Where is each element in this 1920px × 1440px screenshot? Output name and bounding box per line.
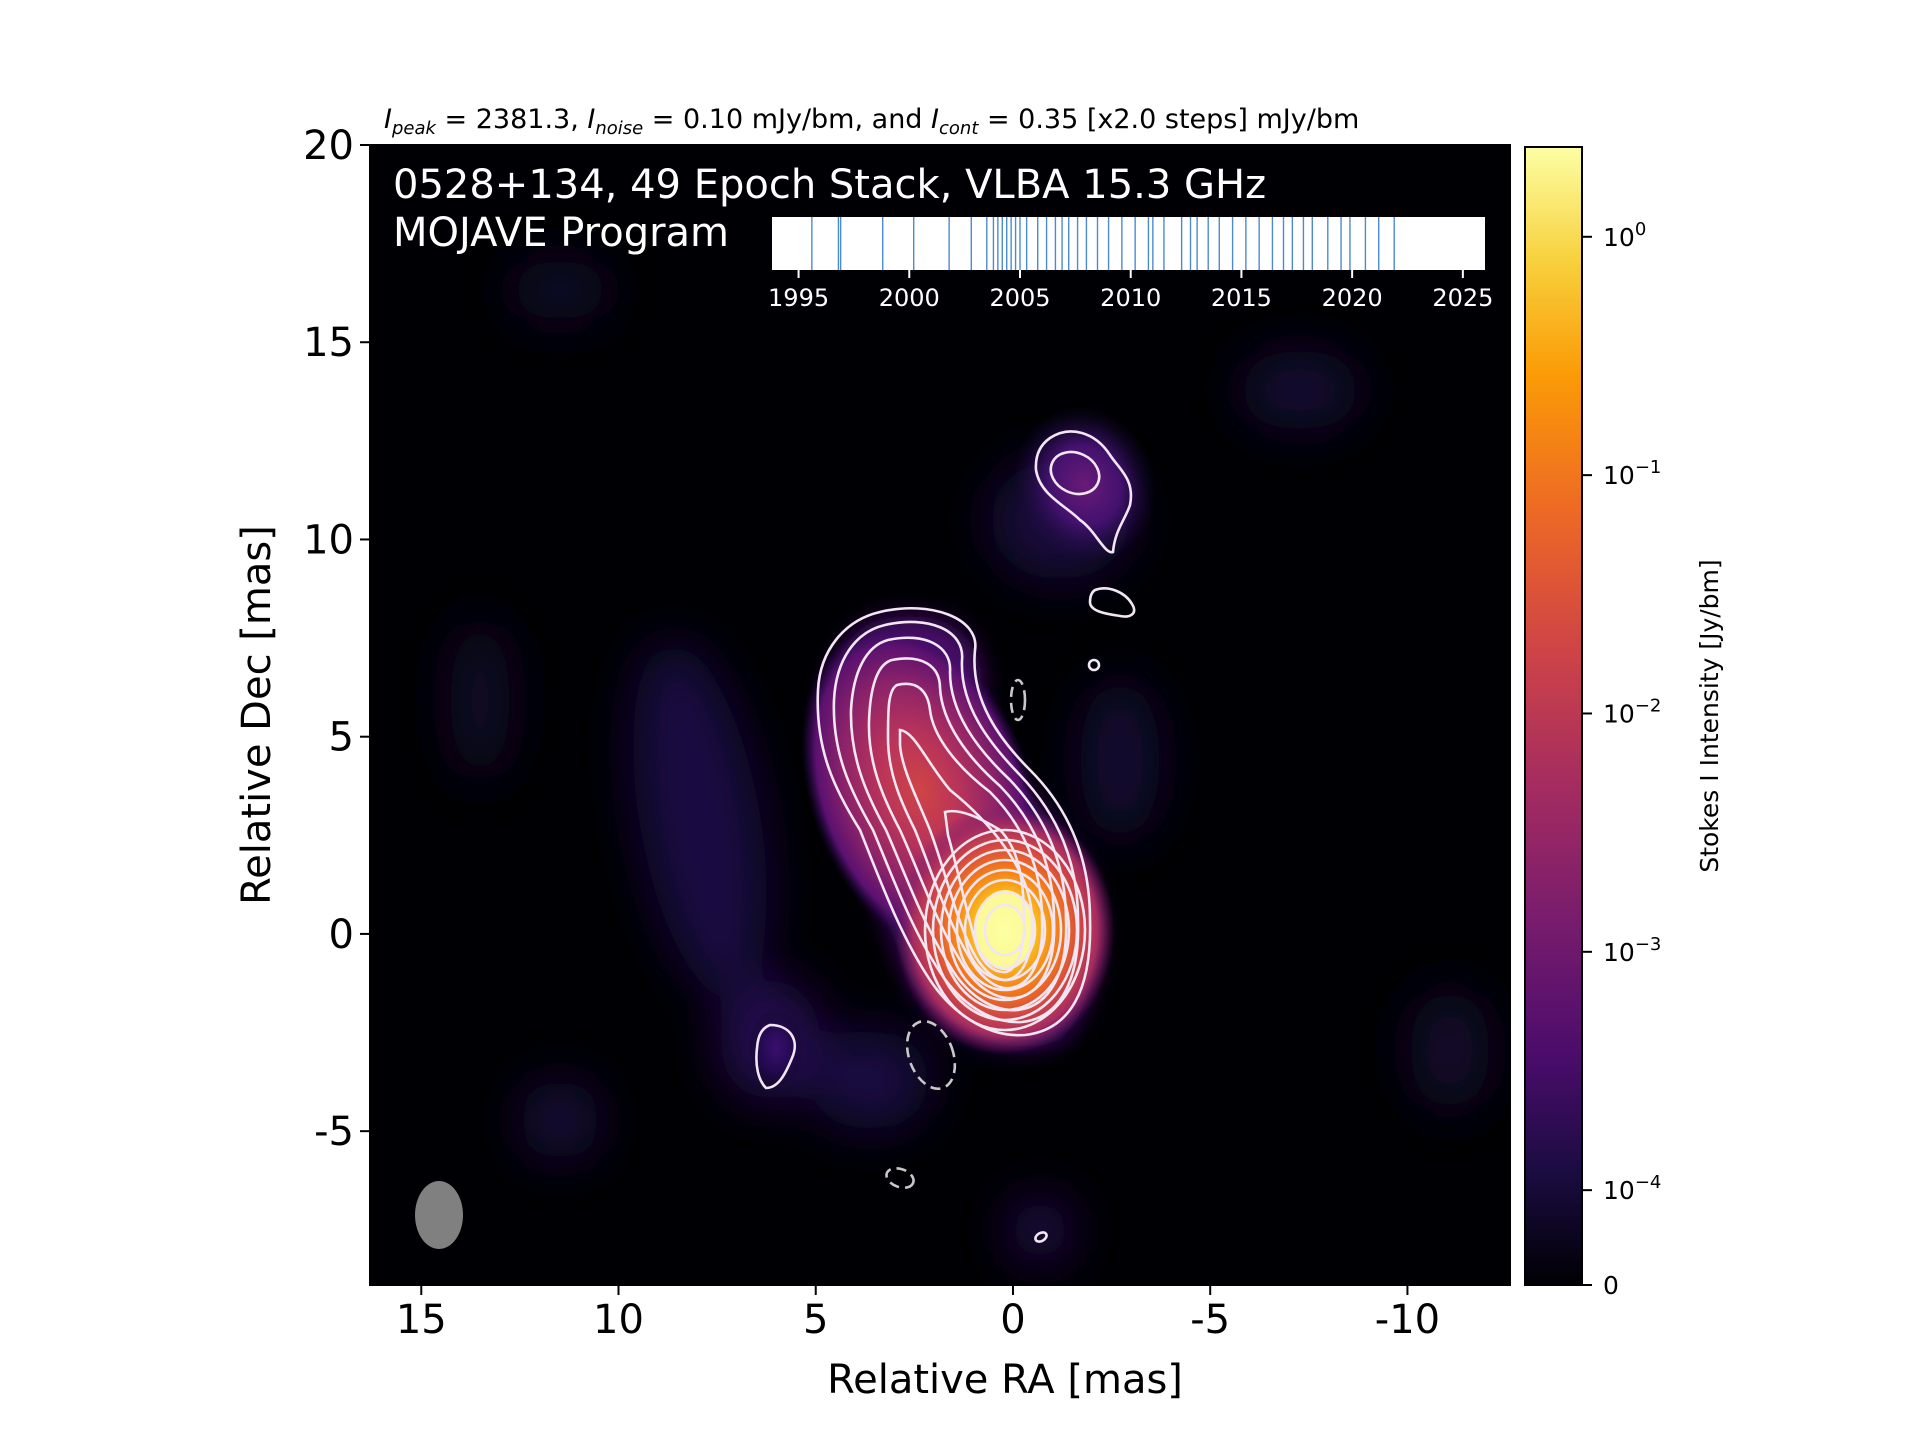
y-tick-label-1: 15 <box>303 320 354 366</box>
beam-ellipse <box>415 1181 463 1249</box>
y-tick-label-5: -5 <box>314 1109 354 1155</box>
cb-tick-label-0: 100 <box>1603 219 1646 252</box>
colorbar-frame <box>1524 146 1583 1286</box>
outer-jet-contour-1 <box>1034 430 1133 554</box>
x-tick-label-1: 10 <box>593 1297 644 1343</box>
neg-contour-3 <box>885 1166 915 1190</box>
timeline-epochs <box>811 217 1395 270</box>
x-tick-label-5: -10 <box>1375 1297 1440 1343</box>
program-title: MOJAVE Program <box>393 210 729 256</box>
intensity-image: 0528+134, 49 Epoch Stack, VLBA 15.3 GHz … <box>393 162 1493 1260</box>
colorbar <box>1525 147 1582 1285</box>
y-axis-title: Relative Dec [mas] <box>234 525 280 905</box>
cb-tick-label-5: 0 <box>1603 1271 1619 1300</box>
timeline-tick-label-6: 2025 <box>1432 284 1493 312</box>
timeline-ticks: 1995 2000 2005 2010 2015 2020 2025 <box>768 270 1493 312</box>
epoch-timeline: 1995 2000 2005 2010 2015 2020 2025 <box>768 217 1493 312</box>
contours <box>755 430 1136 1243</box>
timeline-tick-label-2: 2005 <box>989 284 1050 312</box>
contour-9 <box>931 838 1079 1022</box>
timeline-tick-label-5: 2020 <box>1322 284 1383 312</box>
contour-14 <box>973 890 1037 970</box>
x-tick-label-2: 5 <box>803 1297 828 1343</box>
negative-contours <box>885 678 1027 1190</box>
contour-11 <box>947 858 1063 1002</box>
x-tick-label-0: 15 <box>396 1297 447 1343</box>
colorbar-title: Stokes I Intensity [Jy/bm] <box>1695 559 1724 872</box>
contour-12 <box>955 868 1055 992</box>
small-contour-lower <box>1034 1231 1048 1243</box>
colorbar-ticks: 100 10−1 10−2 10−3 10−4 0 <box>1582 219 1661 1300</box>
x-tick-label-4: -5 <box>1190 1297 1230 1343</box>
y-tick-label-4: 0 <box>329 912 354 958</box>
left-lobe-contour <box>755 1023 797 1090</box>
blob-contour <box>1088 587 1136 618</box>
contour-2 <box>832 620 1080 1024</box>
y-axis: 20 15 10 5 0 -5 <box>303 123 370 1155</box>
map-title: Ipeak = 2381.3, Inoise = 0.10 mJy/bm, an… <box>384 104 1359 139</box>
contour-15 <box>983 903 1027 957</box>
outer-jet-contour-2 <box>1049 450 1101 496</box>
cb-tick-label-1: 10−1 <box>1603 457 1661 490</box>
neg-contour-2 <box>1009 678 1027 722</box>
contour-10 <box>939 848 1071 1012</box>
small-contour <box>1087 658 1101 672</box>
x-axis-title: Relative RA [mas] <box>827 1357 1183 1403</box>
contour-5 <box>886 682 1044 990</box>
contour-8 <box>923 828 1087 1032</box>
x-axis: 15 10 5 0 -5 -10 <box>396 1285 1440 1343</box>
timeline-tick-label-0: 1995 <box>768 284 829 312</box>
y-tick-label-0: 20 <box>303 123 354 169</box>
contour-1 <box>816 607 1092 1037</box>
left-lobe-emission <box>748 1008 804 1088</box>
y-tick-label-2: 10 <box>303 517 354 563</box>
timeline-box <box>772 217 1485 270</box>
contour-3 <box>849 636 1068 1012</box>
y-tick-label-3: 5 <box>329 715 354 761</box>
timeline-tick-label-1: 2000 <box>879 284 940 312</box>
contour-13 <box>963 878 1047 982</box>
timeline-tick-label-4: 2015 <box>1211 284 1272 312</box>
cb-tick-label-2: 10−2 <box>1603 695 1661 728</box>
plot-frame <box>369 144 1511 1286</box>
neg-contour-1 <box>905 1019 957 1091</box>
cb-tick-label-4: 10−4 <box>1603 1172 1661 1205</box>
cb-tick-label-3: 10−3 <box>1603 934 1661 967</box>
source-title: 0528+134, 49 Epoch Stack, VLBA 15.3 GHz <box>393 162 1266 208</box>
timeline-tick-label-3: 2010 <box>1100 284 1161 312</box>
x-tick-label-3: 0 <box>1000 1297 1025 1343</box>
